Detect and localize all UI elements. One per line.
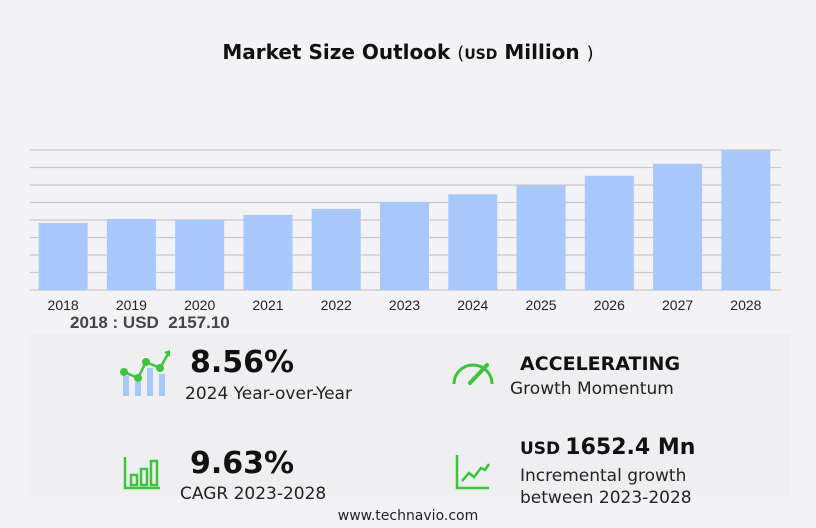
- incremental-number: 1652.4 Mn: [565, 435, 696, 460]
- first-year-label: 2018 : USD: [70, 313, 159, 332]
- incremental-label-1: Incremental growth: [520, 466, 687, 486]
- x-tick-label: 2019: [116, 297, 147, 313]
- title-paren: (: [457, 43, 465, 64]
- bar-2018: [38, 222, 88, 290]
- incremental-prefix: USD: [520, 439, 561, 459]
- momentum-value: ACCELERATING: [520, 353, 681, 375]
- x-tick-label: 2028: [730, 297, 761, 313]
- x-tick-label: 2020: [184, 297, 215, 313]
- first-year-value: 2018 : USD 2157.10: [70, 313, 230, 333]
- first-year-number: 2157.10: [168, 313, 230, 332]
- x-tick-label: 2027: [662, 297, 693, 313]
- x-tick-label: 2024: [457, 297, 488, 313]
- title-unit2: Million: [504, 40, 580, 64]
- bar-2024: [448, 194, 498, 290]
- trend-line-icon: [455, 455, 491, 495]
- bar-2020: [175, 219, 225, 290]
- x-tick-label: 2025: [525, 297, 556, 313]
- momentum-label: Growth Momentum: [510, 379, 674, 399]
- speedometer-icon: [450, 358, 496, 392]
- yoy-icon: [118, 350, 172, 402]
- x-tick-label: 2026: [594, 297, 625, 313]
- cagr-icon: [122, 455, 162, 495]
- bar-2028: [721, 150, 771, 290]
- bar-2027: [653, 163, 703, 290]
- x-tick-label: 2018: [48, 297, 79, 313]
- footer-url: www.technavio.com: [337, 508, 479, 524]
- bar-chart: 2018 2019 2020 2021 2022 2023 2024 2025 2026 2027…: [30, 149, 781, 313]
- cagr-label: CAGR 2023-2028: [180, 484, 327, 504]
- bar-2022: [311, 208, 361, 290]
- yoy-label: 2024 Year-over-Year: [185, 384, 352, 404]
- bar-2026: [584, 175, 634, 290]
- bar-2019: [106, 218, 156, 290]
- title-text: Market Size Outlook: [222, 40, 451, 64]
- incremental-label-2: between 2023-2028: [520, 488, 692, 508]
- chart-title: Market Size Outlook (USD Million ): [0, 40, 816, 64]
- cagr-value: 9.63%: [190, 446, 295, 481]
- title-paren-close: ): [586, 43, 594, 64]
- bar-2023: [380, 201, 429, 290]
- x-tick-label: 2022: [321, 297, 352, 313]
- incremental-value: USD 1652.4 Mn: [520, 435, 695, 460]
- yoy-value: 8.56%: [190, 345, 295, 380]
- x-tick-label: 2021: [252, 297, 283, 313]
- x-tick-label: 2023: [389, 297, 420, 313]
- bar-2025: [516, 185, 566, 290]
- title-unit: USD: [464, 47, 498, 63]
- bar-2021: [243, 214, 293, 290]
